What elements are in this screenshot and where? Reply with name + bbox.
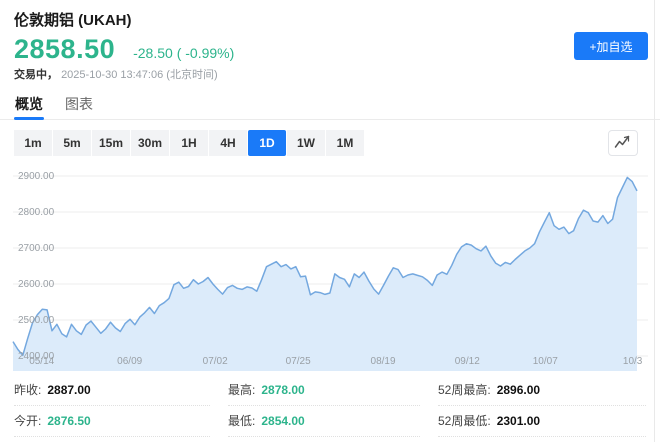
price-chart[interactable]: 2400.00 2500.00 2600.00 2700.00 2800.00 2900.…: [0, 161, 660, 371]
tab-chart[interactable]: 图表: [64, 94, 94, 119]
stat-label: 昨收:: [14, 383, 42, 397]
tab-chart-label: 图表: [65, 96, 93, 112]
stat-value: 2301.00: [496, 413, 541, 428]
price-chart-canvas[interactable]: 2400.00 2500.00 2600.00 2700.00 2800.00 2900.…: [0, 161, 660, 371]
timeframe-4h[interactable]: 4H: [209, 130, 247, 156]
stat-label: 最低:: [228, 414, 256, 428]
svg-text:2900.00: 2900.00: [18, 171, 55, 182]
stat-value: 2878.00: [261, 382, 305, 397]
view-tabs: 概览 图表: [0, 94, 660, 120]
svg-text:09/12: 09/12: [455, 356, 480, 367]
last-price: 2858.50: [14, 34, 116, 64]
instrument-title: 伦敦期铝 (UKAH): [14, 12, 132, 29]
svg-text:07/25: 07/25: [286, 356, 311, 367]
svg-text:10/3: 10/3: [623, 356, 643, 367]
svg-text:2600.00: 2600.00: [18, 279, 55, 290]
svg-text:08/19: 08/19: [371, 356, 396, 367]
timeframe-1m[interactable]: 1m: [14, 130, 52, 156]
svg-text:05/14: 05/14: [29, 356, 54, 367]
stat-52wk-low: 52周最低: 2301.00: [438, 406, 646, 437]
timeframe-1h[interactable]: 1H: [170, 130, 208, 156]
stat-label: 52周最高:: [438, 383, 491, 397]
page-right-border: [654, 0, 655, 442]
timezone-label: (北京时间): [166, 69, 218, 81]
stat-low: 最低: 2854.00: [228, 406, 420, 437]
svg-text:07/02: 07/02: [203, 356, 228, 367]
svg-text:06/09: 06/09: [117, 356, 142, 367]
line-chart-icon: [614, 135, 632, 152]
svg-text:2500.00: 2500.00: [18, 315, 55, 326]
tab-overview-label: 概览: [15, 96, 43, 112]
timeframe-30m[interactable]: 30m: [131, 130, 169, 156]
price-change: -28.50 ( -0.99%): [133, 45, 235, 61]
add-watchlist-button[interactable]: +加自选: [574, 32, 648, 60]
quote-header: 伦敦期铝 (UKAH) +加自选 2858.50 -28.50 ( -0.99%…: [0, 0, 660, 82]
price-row: 2858.50 -28.50 ( -0.99%): [14, 35, 646, 64]
timeframe-1d[interactable]: 1D: [248, 130, 286, 156]
stat-label: 最高:: [228, 383, 256, 397]
stat-label: 今开:: [14, 414, 42, 428]
timeframe-1w[interactable]: 1W: [287, 130, 325, 156]
tab-overview[interactable]: 概览: [14, 94, 44, 120]
stats-grid: 昨收: 2887.00 最高: 2878.00 52周最高: 2896.00 今…: [0, 375, 660, 437]
quote-timestamp: 2025-10-30 13:47:06: [61, 69, 164, 81]
timeframe-toolbar: 1m 5m 15m 30m 1H 4H 1D 1W 1M: [14, 130, 646, 156]
stat-value: 2896.00: [496, 382, 541, 397]
stat-high: 最高: 2878.00: [228, 375, 420, 406]
svg-text:2800.00: 2800.00: [18, 207, 55, 218]
timeframe-15m[interactable]: 15m: [92, 130, 130, 156]
stat-prev-close: 昨收: 2887.00: [14, 375, 210, 406]
trading-status-row: 交易中， 2025-10-30 13:47:06 (北京时间): [14, 68, 646, 82]
chart-style-button[interactable]: [608, 130, 638, 156]
stat-open: 今开: 2876.50: [14, 406, 210, 437]
timeframe-1m-month[interactable]: 1M: [326, 130, 364, 156]
stat-value: 2876.50: [47, 413, 91, 428]
svg-text:10/07: 10/07: [533, 356, 558, 367]
svg-text:2700.00: 2700.00: [18, 243, 55, 254]
stat-value: 2854.00: [261, 413, 305, 428]
timeframe-5m[interactable]: 5m: [53, 130, 91, 156]
stat-52wk-high: 52周最高: 2896.00: [438, 375, 646, 406]
svg-text:2400.00: 2400.00: [18, 351, 55, 362]
trading-status-label: 交易中，: [14, 69, 58, 81]
stat-label: 52周最低:: [438, 414, 491, 428]
stat-value: 2887.00: [47, 382, 91, 397]
